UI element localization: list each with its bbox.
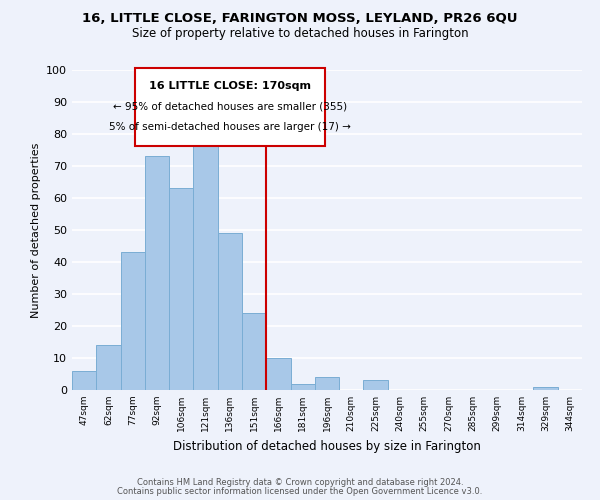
Text: ← 95% of detached houses are smaller (355): ← 95% of detached houses are smaller (35… — [113, 102, 347, 112]
Bar — [315, 377, 339, 390]
Bar — [533, 387, 558, 390]
Bar — [242, 313, 266, 390]
X-axis label: Distribution of detached houses by size in Farington: Distribution of detached houses by size … — [173, 440, 481, 452]
Text: Size of property relative to detached houses in Farington: Size of property relative to detached ho… — [131, 28, 469, 40]
Bar — [96, 345, 121, 390]
Bar — [121, 252, 145, 390]
Bar — [364, 380, 388, 390]
Bar — [290, 384, 315, 390]
Y-axis label: Number of detached properties: Number of detached properties — [31, 142, 41, 318]
Text: 5% of semi-detached houses are larger (17) →: 5% of semi-detached houses are larger (1… — [109, 122, 351, 132]
Text: Contains HM Land Registry data © Crown copyright and database right 2024.: Contains HM Land Registry data © Crown c… — [137, 478, 463, 487]
Bar — [72, 371, 96, 390]
Text: 16 LITTLE CLOSE: 170sqm: 16 LITTLE CLOSE: 170sqm — [149, 81, 311, 91]
Bar — [169, 188, 193, 390]
Bar — [266, 358, 290, 390]
Text: Contains public sector information licensed under the Open Government Licence v3: Contains public sector information licen… — [118, 487, 482, 496]
Text: 16, LITTLE CLOSE, FARINGTON MOSS, LEYLAND, PR26 6QU: 16, LITTLE CLOSE, FARINGTON MOSS, LEYLAN… — [82, 12, 518, 26]
Bar — [145, 156, 169, 390]
Bar — [218, 233, 242, 390]
Bar — [193, 128, 218, 390]
